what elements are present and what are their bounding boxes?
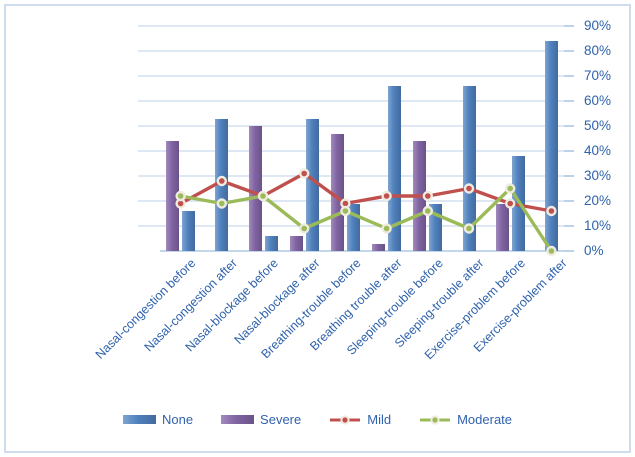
marker-moderate xyxy=(175,190,186,202)
bar-group xyxy=(448,26,489,251)
gridline xyxy=(138,100,572,102)
y-axis-tick-label: 40% xyxy=(584,143,612,158)
legend-line-sample-mild xyxy=(330,414,361,425)
y-axis-tick-label: 10% xyxy=(584,218,612,233)
y-axis-tick xyxy=(564,225,574,227)
y-axis-tick-label: 60% xyxy=(584,93,612,108)
y-axis-tick xyxy=(564,50,574,52)
marker-mild xyxy=(298,168,310,179)
y-axis-tick xyxy=(564,125,574,127)
gridline xyxy=(138,75,572,77)
marker-moderate xyxy=(546,245,557,257)
y-axis-tick xyxy=(564,25,574,27)
legend-label: Severe xyxy=(260,412,302,427)
bar-group xyxy=(531,26,572,251)
bar-severe xyxy=(289,236,303,251)
bar-none xyxy=(305,118,319,251)
y-axis-tick xyxy=(564,100,574,102)
legend-label: Moderate xyxy=(457,412,513,427)
marker-mild xyxy=(381,190,392,202)
marker-mild xyxy=(422,190,433,202)
line-mild xyxy=(178,171,554,213)
marker-mild xyxy=(505,198,516,209)
legend-label: None xyxy=(161,412,194,427)
marker-moderate xyxy=(216,198,227,209)
marker-mild xyxy=(216,175,227,187)
y-axis-tick-label: 70% xyxy=(584,68,612,83)
line-series-area xyxy=(175,168,557,257)
marker-mild xyxy=(546,205,557,217)
bar-severe xyxy=(372,243,386,251)
y-axis-tick xyxy=(564,175,574,177)
bar-group xyxy=(160,26,201,251)
legend-line-sample-moderate xyxy=(420,414,451,425)
y-axis-tick-label: 30% xyxy=(584,168,612,183)
y-axis-tick xyxy=(564,200,574,202)
y-axis-tick-label: 0% xyxy=(584,243,604,258)
legend-swatch-severe xyxy=(221,415,255,424)
gridline xyxy=(138,50,572,52)
legend-item-severe: Severe xyxy=(221,412,301,427)
bar-none xyxy=(544,41,558,251)
bar-none xyxy=(462,86,476,251)
bar-none xyxy=(182,211,196,251)
bar-group xyxy=(242,26,283,251)
y-axis-tick-label: 50% xyxy=(584,118,612,133)
marker-moderate xyxy=(463,223,475,234)
marker-moderate xyxy=(340,205,351,217)
legend-item-none: None xyxy=(122,412,194,427)
marker-moderate xyxy=(298,223,310,234)
bar-severe xyxy=(330,133,344,251)
chart-border xyxy=(4,4,631,453)
bar-severe xyxy=(495,203,509,251)
legend-label: Mild xyxy=(367,412,392,427)
marker-moderate xyxy=(505,183,516,194)
bar-group xyxy=(284,26,325,251)
legend-item-mild: Mild xyxy=(329,412,391,427)
y-axis-tick xyxy=(564,150,574,152)
legend-item-moderate: Moderate xyxy=(419,412,512,427)
y-axis-tick-label: 20% xyxy=(584,193,612,208)
line-moderate xyxy=(178,186,554,253)
marker-mild xyxy=(463,183,475,194)
x-axis-line xyxy=(160,250,572,252)
gridline xyxy=(138,25,572,27)
marker-moderate xyxy=(422,205,433,217)
y-axis-tick-label: 90% xyxy=(584,18,612,33)
gridline xyxy=(138,150,572,152)
marker-moderate xyxy=(257,190,269,202)
marker-moderate xyxy=(381,223,392,234)
y-axis-tick xyxy=(564,250,574,252)
y-axis-tick xyxy=(564,75,574,77)
gridline xyxy=(138,175,572,177)
bar-none xyxy=(388,86,402,251)
bar-severe xyxy=(248,126,262,251)
bar-severe xyxy=(166,141,180,251)
y-axis-tick-label: 80% xyxy=(584,43,612,58)
gridline xyxy=(138,125,572,127)
legend: None Severe Mild Moderate xyxy=(0,412,635,427)
legend-swatch-none xyxy=(122,415,156,424)
bar-none xyxy=(264,236,278,251)
bar-group xyxy=(366,26,407,251)
